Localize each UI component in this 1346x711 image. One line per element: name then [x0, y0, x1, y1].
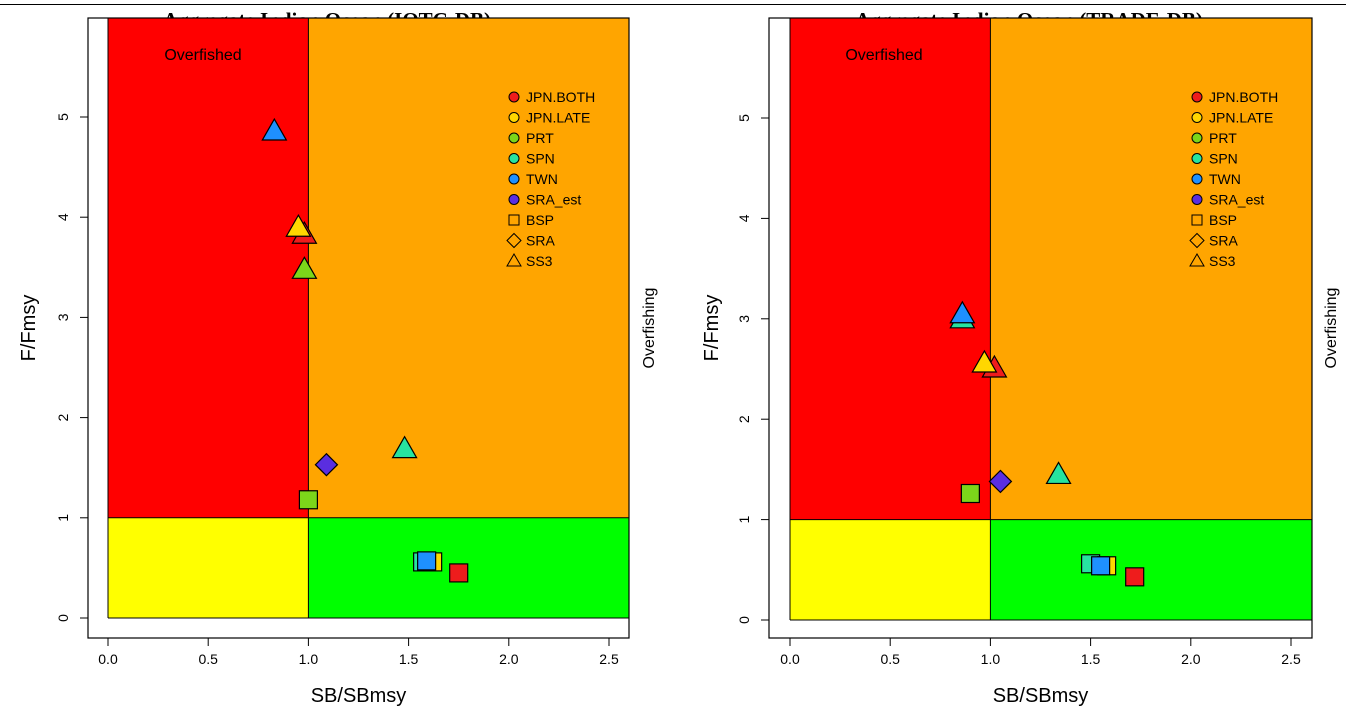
y-tick-label: 2: [736, 415, 752, 423]
x-tick-label: 1.5: [1081, 651, 1101, 667]
legend-label: SPN: [1209, 151, 1238, 167]
chart-panel-0: Aggregate Indian Ocean (IOTC-DB)0.00.51.…: [18, 8, 658, 707]
legend-label: JPN.BOTH: [1209, 89, 1278, 105]
data-point-ss3: [391, 435, 418, 459]
legend-label: JPN.LATE: [1209, 110, 1273, 126]
zone-overfishing: [990, 18, 1312, 520]
zone-target: [990, 519, 1312, 620]
x-tick-label: 2.0: [499, 651, 519, 667]
x-axis-label: SB/SBmsy: [993, 685, 1089, 707]
data-point-ss3: [285, 214, 312, 237]
overfishing-label: Overfishing: [1323, 288, 1340, 369]
legend-label: SS3: [1209, 253, 1236, 269]
legend-marker-triangle: [1189, 253, 1205, 267]
legend-marker-circle: [1191, 112, 1203, 123]
y-tick-label: 5: [55, 113, 71, 121]
data-point-sra: [988, 469, 1013, 494]
legend-marker-square: [1191, 214, 1203, 226]
legend-label: BSP: [1209, 212, 1237, 228]
data-point-bsp: [449, 563, 469, 583]
legend-label: JPN.LATE: [526, 110, 590, 126]
x-tick-label: 2.5: [1281, 651, 1301, 667]
legend-marker-circle: [508, 91, 520, 103]
zone-overfishing: [308, 18, 629, 518]
legend-label: SRA: [1209, 233, 1238, 249]
legend-marker-circle: [1191, 194, 1203, 205]
y-tick-label: 1: [55, 514, 71, 522]
legend-label: BSP: [526, 212, 554, 228]
y-tick-label: 3: [736, 315, 752, 323]
y-tick-label: 1: [736, 515, 752, 523]
data-point-bsp: [1091, 556, 1111, 576]
plot-frame: [768, 17, 1313, 639]
y-tick-label: 0: [55, 614, 71, 622]
legend-marker-circle: [1191, 173, 1203, 185]
legend-marker-circle: [1191, 153, 1203, 164]
legend-marker-circle: [1191, 132, 1203, 144]
x-tick-label: 0.0: [98, 651, 118, 667]
legend-label: SRA_est: [1209, 192, 1264, 208]
legend-marker-circle: [508, 173, 520, 185]
legend-marker-diamond: [506, 232, 522, 249]
legend-marker-circle: [508, 153, 520, 164]
x-tick-label: 1.0: [981, 651, 1001, 667]
legend-label: SRA: [526, 233, 555, 249]
zone-overfished: [108, 18, 309, 518]
y-tick-label: 0: [736, 616, 752, 624]
zone-overfished: [790, 18, 991, 520]
data-point-ss3: [1045, 461, 1072, 485]
data-point-sra: [314, 452, 339, 477]
data-point-bsp: [298, 490, 318, 510]
legend-label: JPN.BOTH: [526, 89, 595, 105]
legend-label: SS3: [526, 253, 553, 269]
data-point-ss3: [261, 117, 288, 141]
x-tick-label: 0.5: [880, 651, 900, 667]
y-axis-label: F/Fmsy: [701, 295, 723, 362]
data-point-ss3: [949, 300, 976, 324]
y-tick-label: 4: [55, 213, 71, 221]
x-tick-label: 0.0: [780, 651, 800, 667]
zone-target: [308, 517, 629, 618]
top-rule: [0, 4, 1346, 5]
chart-panel-1: Aggregate Indian Ocean (TRADE-DB)0.00.51…: [701, 8, 1340, 707]
legend-label: PRT: [1209, 130, 1237, 146]
data-point-bsp: [417, 551, 437, 571]
legend-marker-circle: [1191, 91, 1203, 103]
legend-label: SPN: [526, 151, 555, 167]
data-point-ss3: [291, 256, 318, 279]
overfished-label: Overfished: [164, 47, 241, 64]
x-tick-label: 0.5: [198, 651, 218, 667]
x-tick-label: 1.5: [399, 651, 419, 667]
overfishing-label: Overfishing: [641, 288, 658, 369]
x-tick-label: 1.0: [299, 651, 319, 667]
legend-marker-diamond: [1189, 232, 1205, 249]
legend-label: TWN: [1209, 171, 1241, 187]
x-tick-label: 2.5: [599, 651, 619, 667]
legend-label: SRA_est: [526, 192, 581, 208]
legend-marker-circle: [508, 132, 520, 144]
legend-marker-square: [508, 214, 520, 226]
data-point-ss3: [971, 349, 998, 373]
y-tick-label: 2: [55, 413, 71, 421]
data-point-bsp: [1125, 567, 1145, 587]
x-tick-label: 2.0: [1181, 651, 1201, 667]
y-tick-label: 4: [736, 214, 752, 222]
legend-marker-circle: [508, 194, 520, 205]
x-axis-label: SB/SBmsy: [311, 685, 407, 707]
zone-recovering: [790, 519, 991, 620]
legend-marker-triangle: [506, 253, 522, 267]
y-tick-label: 3: [55, 313, 71, 321]
zone-recovering: [108, 517, 309, 618]
y-axis-label: F/Fmsy: [18, 295, 40, 362]
legend-label: PRT: [526, 130, 554, 146]
y-tick-label: 5: [736, 114, 752, 122]
legend-marker-circle: [508, 112, 520, 123]
data-point-bsp: [960, 483, 980, 504]
plot-frame: [87, 17, 630, 639]
legend-label: TWN: [526, 171, 558, 187]
overfished-label: Overfished: [845, 47, 922, 64]
